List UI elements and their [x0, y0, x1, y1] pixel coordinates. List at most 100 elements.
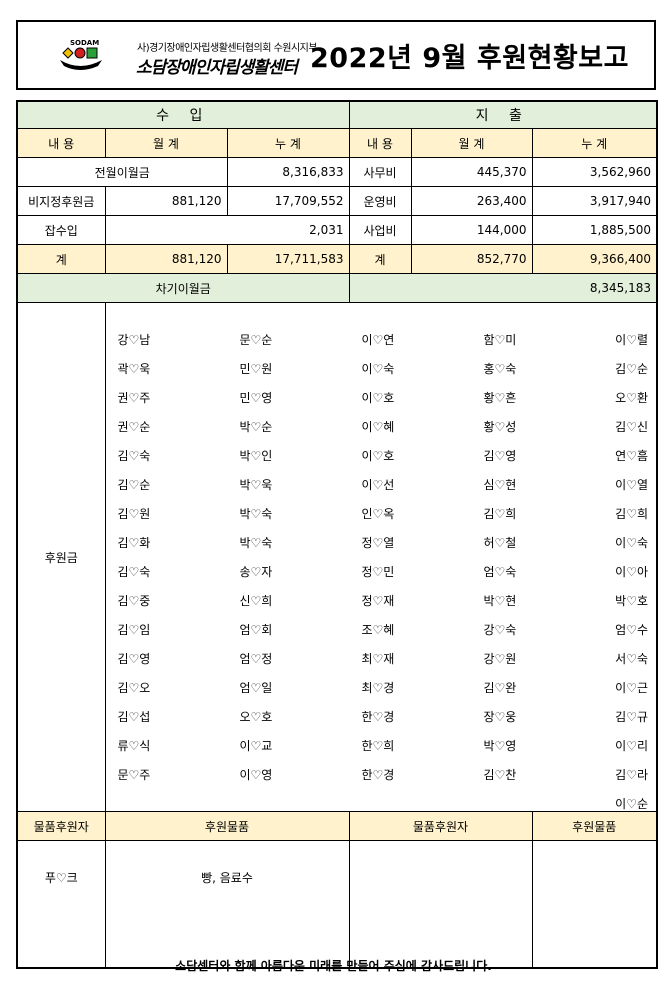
donor-name: 이♡선	[361, 478, 395, 492]
income-header: 수 입	[16, 100, 350, 129]
table-row: 비지정후원금 881,120 17,709,552 운영비 263,400 3,…	[16, 186, 658, 216]
donor-name: 황♡성	[483, 420, 517, 434]
donor-name: 권♡주	[117, 391, 151, 405]
donor-name: 한♡희	[361, 739, 395, 753]
donor-name: 김♡섭	[117, 710, 151, 724]
donor-name: 이♡영	[239, 768, 273, 782]
donor-name: 김♡순	[117, 478, 151, 492]
expense-month: 263,400	[410, 186, 533, 216]
donor-name: 김♡완	[483, 681, 517, 695]
donor-name: 최♡재	[361, 652, 395, 666]
donor-name: 권♡순	[117, 420, 151, 434]
goods-col-item: 후원물품	[104, 811, 350, 841]
donor-name: 한♡경	[361, 710, 395, 724]
donor-name: 김♡규	[615, 710, 648, 724]
donations-label: 후원금	[16, 302, 106, 812]
income-item: 전월이월금	[16, 157, 228, 187]
donor-name: 이♡숙	[361, 362, 395, 376]
sum-row: 계 881,120 17,711,583 계 852,770 9,366,400	[16, 244, 658, 274]
donor-name: 김♡찬	[483, 768, 517, 782]
donor-name: 장♡웅	[483, 710, 517, 724]
expense-month: 445,370	[410, 157, 533, 187]
donor-name: 엄♡회	[239, 623, 273, 637]
income-total: 17,709,552	[226, 186, 350, 216]
donor-name: 김♡숙	[117, 565, 151, 579]
goods-donor: 푸♡크	[16, 840, 106, 969]
income-total: 17,711,583	[226, 244, 350, 274]
donor-name: 류♡식	[117, 739, 151, 753]
donor-name: 김♡순	[615, 362, 648, 376]
donor-name: 문♡순	[239, 333, 273, 347]
expense-total: 9,366,400	[531, 244, 658, 274]
donor-name: 김♡신	[615, 420, 648, 434]
donor-name: 엄♡숙	[483, 565, 517, 579]
goods-col-item-2: 후원물품	[531, 811, 658, 841]
donor-name: 허♡철	[483, 536, 517, 550]
goods-col-donor-2: 물품후원자	[348, 811, 533, 841]
donor-name: 김♡중	[117, 594, 151, 608]
donor-name: 이♡숙	[615, 536, 648, 550]
donor-name: 박♡인	[239, 449, 273, 463]
donor-name: 황♡흔	[483, 391, 517, 405]
donor-name: 심♡현	[483, 478, 517, 492]
donor-name: 인♡옥	[361, 507, 395, 521]
donor-name: 강♡원	[483, 652, 517, 666]
expense-total: 1,885,500	[531, 215, 658, 245]
sodam-logo: SODAM	[60, 39, 102, 70]
donor-name: 엄♡정	[239, 652, 273, 666]
donor-names: 강♡남 곽♡욱 권♡주 권♡순 김♡숙 김♡순 김♡원 김♡화 김♡숙 김♡중 김♡임 김♡영 김♡오 김…	[104, 302, 658, 812]
income-total: 8,316,833	[226, 157, 350, 187]
expense-total: 3,917,940	[531, 186, 658, 216]
donor-name: 송♡자	[239, 565, 273, 579]
donor-name: 김♡희	[483, 507, 517, 521]
donor-name: 김♡영	[117, 652, 151, 666]
donor-name: 곽♡욱	[117, 362, 151, 376]
expense-item: 사업비	[348, 215, 412, 245]
donor-name: 함♡미	[483, 333, 517, 347]
income-month: 881,120	[104, 244, 228, 274]
income-col-item: 내 용	[16, 128, 106, 158]
goods-item: 빵, 음료수	[104, 840, 350, 969]
expense-item: 계	[348, 244, 412, 274]
center-name: 소담장애인자립생활센터	[136, 58, 298, 78]
donor-name: 이♡호	[361, 391, 395, 405]
donor-name: 문♡주	[117, 768, 151, 782]
expense-month: 144,000	[410, 215, 533, 245]
donor-name: 정♡열	[361, 536, 395, 550]
donor-name: 신♡희	[239, 594, 273, 608]
donor-name: 김♡임	[117, 623, 151, 637]
donor-name: 한♡경	[361, 768, 395, 782]
expense-total: 3,562,960	[531, 157, 658, 187]
carryover-value: 8,345,183	[348, 273, 658, 303]
donor-name: 민♡영	[239, 391, 273, 405]
expense-col-total: 누 계	[531, 128, 658, 158]
donor-name: 박♡순	[239, 420, 273, 434]
income-item: 비지정후원금	[16, 186, 106, 216]
income-col-total: 누 계	[226, 128, 350, 158]
donor-name: 서♡숙	[615, 652, 648, 666]
donor-name: 박♡욱	[239, 478, 273, 492]
expense-col-item: 내 용	[348, 128, 412, 158]
page-title: 2022년 9월 후원현황보고	[310, 43, 629, 74]
donor-name: 이♡렬	[615, 333, 648, 347]
footer-message: 소담센터와 함께 아름다운 미래를 만들어 주심에 감사드립니다.	[175, 959, 492, 973]
income-item: 계	[16, 244, 106, 274]
donor-name: 이♡교	[239, 739, 273, 753]
donor-name: 이♡혜	[361, 420, 395, 434]
donor-name: 이♡열	[615, 478, 648, 492]
table-row: 전월이월금 8,316,833 사무비 445,370 3,562,960	[16, 157, 658, 187]
table-row: 잡수입 2,031 사업비 144,000 1,885,500	[16, 215, 658, 245]
expense-header: 지 출	[348, 100, 658, 129]
donor-name: 김♡영	[483, 449, 517, 463]
donor-name: 박♡영	[483, 739, 517, 753]
income-total: 2,031	[104, 215, 350, 245]
donor-name: 연♡흠	[615, 449, 648, 463]
donor-name: 이♡근	[615, 681, 648, 695]
donor-name: 엄♡일	[239, 681, 273, 695]
donor-name: 강♡남	[117, 333, 151, 347]
donor-name: 정♡민	[361, 565, 395, 579]
income-col-month: 월 계	[104, 128, 228, 158]
donor-name: 홍♡숙	[483, 362, 517, 376]
donor-name: 김♡화	[117, 536, 151, 550]
donor-name: 박♡현	[483, 594, 517, 608]
